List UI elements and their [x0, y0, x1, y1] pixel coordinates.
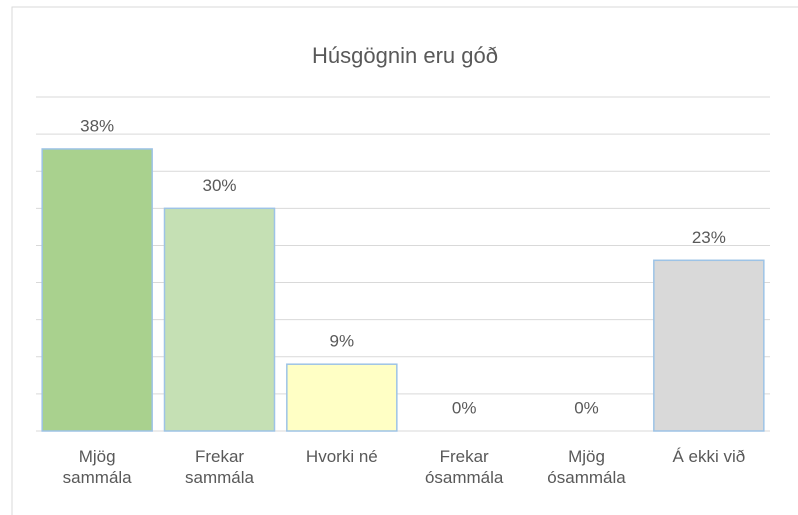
x-tick-label: Frekar sammála [185, 447, 254, 487]
bar [41, 148, 153, 432]
bar [286, 363, 398, 432]
x-tick-label: Frekar ósammála [424, 447, 504, 487]
value-label: 30% [202, 176, 236, 195]
bar [653, 259, 765, 432]
x-tick-label: Hvorki né [305, 447, 378, 466]
chart-border [11, 6, 798, 515]
value-label: 23% [692, 228, 726, 247]
x-tick-label: Mjög sammála [62, 447, 132, 487]
x-tick-label: Mjög ósammála [547, 447, 626, 487]
x-tick-label: Á ekki við [672, 447, 746, 466]
chart-title: Húsgögnin eru góð [312, 43, 498, 68]
value-label: 38% [80, 116, 114, 135]
value-label: 0% [574, 398, 599, 417]
value-label: 0% [452, 398, 477, 417]
value-label: 9% [330, 332, 355, 351]
bar [163, 207, 276, 432]
